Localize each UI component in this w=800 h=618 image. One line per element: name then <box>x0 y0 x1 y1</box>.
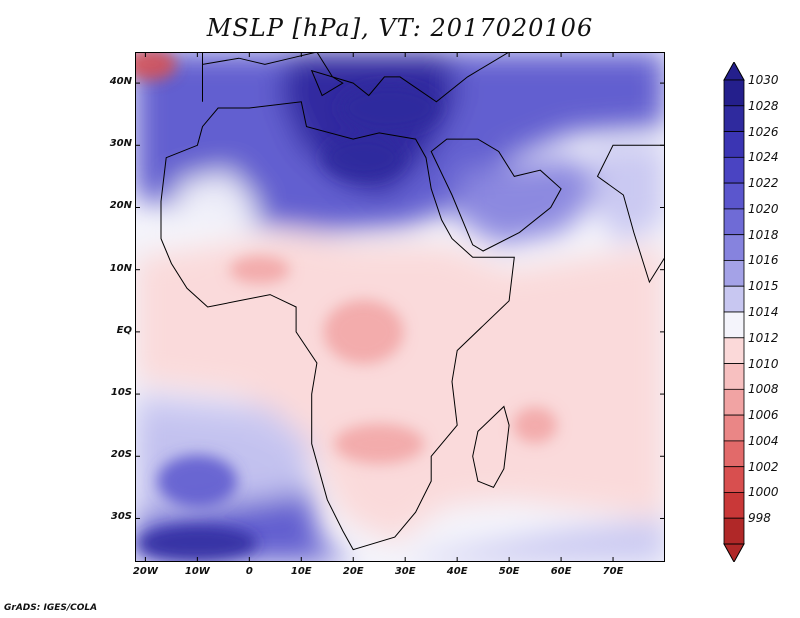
colorbar-segment <box>723 363 745 390</box>
colorbar-segment <box>723 414 745 442</box>
pressure-region-sahara-neutral <box>176 170 260 245</box>
lon-label: 40E <box>446 566 468 577</box>
colorbar-label: 1012 <box>748 330 779 345</box>
lon-label: 70E <box>602 566 624 577</box>
lon-label: 60E <box>550 566 572 577</box>
lon-label: 50E <box>498 566 520 577</box>
pressure-map <box>135 52 665 562</box>
grads-credit: GrADS: IGES/COLA <box>4 603 98 613</box>
colorbar-label: 1014 <box>748 305 779 319</box>
colorbar <box>723 62 745 562</box>
pressure-region-india-light <box>592 145 665 245</box>
colorbar-segment <box>723 491 745 519</box>
lat-label: 20N <box>109 200 132 212</box>
lat-label: EQ <box>116 324 132 336</box>
colorbar-label: 1024 <box>748 150 779 165</box>
pressure-cell-libya-high-core <box>323 135 404 180</box>
colorbar-label: 1026 <box>748 124 779 139</box>
colorbar-segment <box>723 388 745 416</box>
colorbar-segment <box>723 517 745 545</box>
pressure-region-se-high <box>405 518 665 562</box>
colorbar-segment <box>723 79 745 107</box>
colorbar-label: 1018 <box>748 227 779 242</box>
lon-label: 10E <box>290 566 312 577</box>
colorbar-segment <box>723 259 745 287</box>
pressure-cell-madagascar-low <box>513 407 558 444</box>
colorbar-label: 1015 <box>748 279 779 294</box>
colorbar-label: 1022 <box>748 176 779 191</box>
arabia-coastline <box>430 138 562 252</box>
colorbar-label: 998 <box>748 511 771 526</box>
pressure-cell-west-africa-low <box>229 255 290 284</box>
lat-label: 10S <box>110 387 132 399</box>
lat-label: 20S <box>110 449 132 461</box>
colorbar-segment <box>723 105 745 132</box>
lat-label: 30N <box>109 138 132 150</box>
colorbar-top-arrow <box>723 62 745 81</box>
pressure-cell-congo-low <box>323 299 404 364</box>
colorbar-segment <box>723 285 745 313</box>
madagascar-coastline <box>472 405 510 489</box>
pressure-cell-med-high-core <box>339 83 440 132</box>
pressure-cell-south-atlantic-high <box>157 455 238 508</box>
chart-title: MSLP [hPa], VT: 2017020106 <box>206 14 594 42</box>
lon-label: 30E <box>394 566 416 577</box>
colorbar-label: 1010 <box>748 356 779 371</box>
colorbar-segment <box>723 131 745 158</box>
lon-label: 0 <box>245 566 253 577</box>
africa-coastline <box>160 101 515 551</box>
lat-label: 10N <box>109 262 132 274</box>
map-border <box>135 52 665 562</box>
colorbar-label: 1002 <box>748 459 779 474</box>
pressure-cell-kalahari-low <box>334 423 425 464</box>
colorbar-label: 1028 <box>748 98 779 113</box>
india-coastline <box>596 144 665 284</box>
lat-label: 30S <box>110 511 132 523</box>
pressure-cell-south-atlantic-core <box>137 525 258 562</box>
pressure-region-tropical-low <box>135 232 665 544</box>
europe-coastline <box>202 52 511 103</box>
colorbar-label: 1020 <box>748 201 779 216</box>
colorbar-segment <box>723 337 745 364</box>
colorbar-segment <box>723 182 745 210</box>
lon-label: 20W <box>132 566 158 577</box>
lon-label: 10W <box>184 566 210 577</box>
colorbar-segment <box>723 311 745 339</box>
colorbar-label: 1006 <box>748 408 779 423</box>
colorbar-segment <box>723 208 745 236</box>
colorbar-label: 1008 <box>748 382 779 397</box>
colorbar-segment <box>723 234 745 261</box>
pressure-field-svg <box>135 52 665 562</box>
lat-label: 40N <box>109 76 132 88</box>
colorbar-label: 1000 <box>748 485 779 500</box>
colorbar-segment <box>723 156 745 184</box>
lon-label: 20E <box>342 566 364 577</box>
colorbar-label: 1016 <box>748 253 779 268</box>
pressure-region-arabia-mid <box>457 157 613 245</box>
colorbar-segment <box>723 466 745 493</box>
colorbar-label: 1030 <box>748 73 779 87</box>
colorbar-segment <box>723 440 745 468</box>
pressure-cell-atlantic-low <box>135 52 177 81</box>
colorbar-label: 1004 <box>748 433 779 448</box>
colorbar-bottom-arrow <box>723 543 745 562</box>
